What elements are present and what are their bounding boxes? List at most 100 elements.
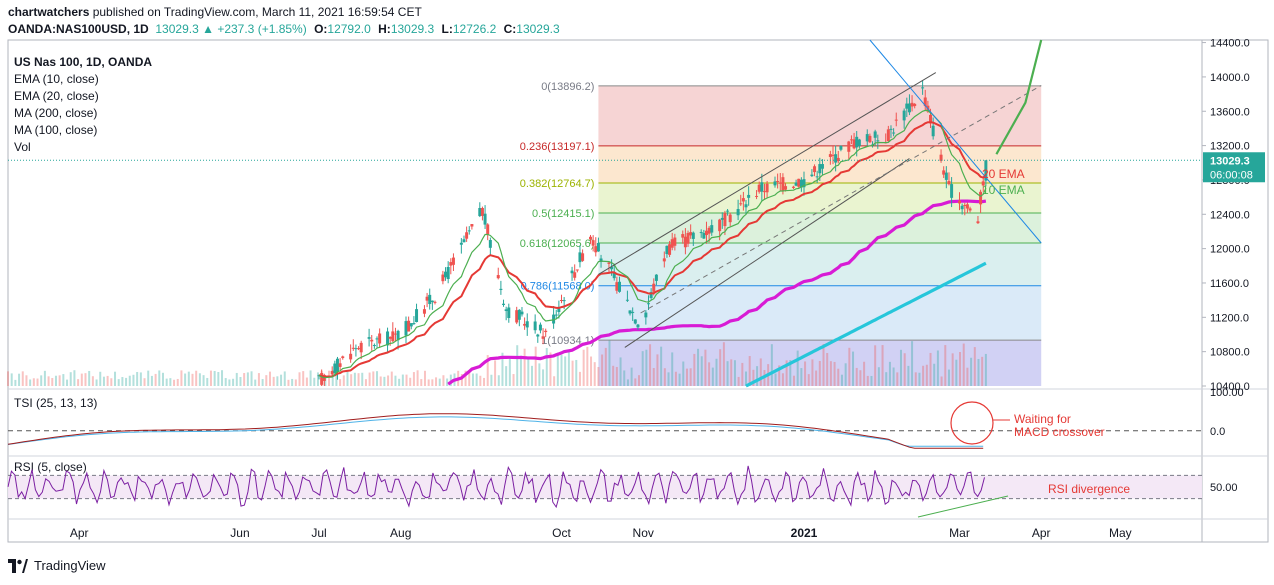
volume-bar	[612, 365, 615, 386]
volume-bar	[224, 378, 227, 386]
volume-bar	[114, 371, 117, 386]
legend-vol[interactable]: Vol	[14, 140, 31, 154]
volume-bar	[534, 346, 537, 386]
volume-bar	[693, 353, 696, 386]
candle-body	[507, 307, 511, 319]
channel-mid	[640, 85, 1042, 314]
volume-bar	[206, 377, 209, 386]
volume-bar	[634, 378, 637, 386]
x-tick-label: Apr	[70, 526, 89, 540]
volume-bar	[36, 378, 39, 386]
volume-bar	[682, 361, 685, 386]
candle-body	[430, 300, 434, 303]
candle-body	[905, 103, 909, 109]
volume-bar	[471, 373, 474, 386]
volume-bar	[944, 345, 947, 386]
candle-body	[942, 170, 946, 175]
volume-bar	[874, 345, 877, 386]
volume-bar	[379, 376, 382, 386]
volume-bar	[818, 360, 821, 386]
volume-bar	[73, 370, 76, 386]
fib-level-label: 0(13896.2)	[541, 81, 594, 93]
candle-body	[449, 262, 453, 266]
candle-body	[876, 140, 880, 142]
volume-bar	[567, 350, 570, 386]
candle-body	[649, 292, 653, 298]
tsi-annotation-text: MACD crossover	[1014, 425, 1105, 439]
volume-bar	[165, 378, 168, 386]
candle-body	[636, 324, 640, 328]
volume-bar	[62, 374, 65, 386]
volume-bar	[106, 375, 109, 386]
volume-bar	[697, 348, 700, 386]
volume-bar	[638, 375, 641, 386]
x-tick-label: Jun	[230, 526, 249, 540]
candle-body	[544, 330, 548, 333]
legend-ma200[interactable]: MA (200, close)	[14, 106, 98, 120]
y-tick-label: 13200.0	[1210, 141, 1250, 153]
volume-bar	[792, 375, 795, 386]
volume-bar	[745, 371, 748, 386]
volume-bar	[383, 376, 386, 386]
last-price-label: 13029.3	[1210, 155, 1250, 167]
candle-body	[702, 233, 706, 239]
candle-body	[831, 154, 835, 156]
volume-bar	[180, 370, 183, 386]
volume-bar	[796, 350, 799, 386]
tradingview-brand[interactable]: TradingView	[34, 558, 106, 573]
candle-body	[462, 239, 466, 243]
low-label: L:	[441, 22, 453, 36]
candle-body	[744, 204, 748, 208]
legend-ema10[interactable]: EMA (10, close)	[14, 72, 99, 86]
candle-body	[552, 314, 556, 324]
volume-bar	[752, 369, 755, 386]
volume-bar	[674, 371, 677, 386]
volume-bar	[25, 375, 28, 386]
volume-bar	[774, 373, 777, 386]
legend-title[interactable]: US Nas 100, 1D, OANDA	[14, 55, 153, 69]
volume-bar	[970, 357, 973, 386]
indicator-legend: US Nas 100, 1D, OANDA EMA (10, close) EM…	[14, 54, 152, 156]
candle-body	[612, 272, 616, 279]
volume-bar	[652, 368, 655, 386]
volume-bar	[840, 374, 843, 386]
volume-bar	[756, 366, 759, 386]
volume-bar	[486, 355, 489, 386]
volume-bar	[339, 379, 342, 386]
volume-bar	[737, 376, 740, 386]
candle-body	[720, 217, 724, 220]
volume-bar	[150, 375, 153, 386]
publisher-name[interactable]: chartwatchers	[8, 5, 90, 19]
last-price-badge	[1203, 152, 1265, 183]
volume-bar	[759, 358, 762, 386]
candle-body	[815, 176, 819, 178]
high-label: H:	[378, 22, 391, 36]
volume-bar	[121, 377, 124, 386]
tsi-tick-label: 0.0	[1210, 426, 1225, 438]
volume-bar	[40, 375, 43, 386]
volume-bar	[733, 360, 736, 386]
candle-body	[354, 348, 358, 350]
volume-bar	[645, 349, 648, 386]
volume-bar	[700, 356, 703, 386]
volume-bar	[479, 375, 482, 386]
tradingview-logo-icon	[8, 558, 28, 573]
volume-bar	[844, 363, 847, 386]
volume-bar	[346, 371, 349, 386]
volume-bar	[800, 368, 803, 386]
volume-bar	[490, 374, 493, 386]
legend-ma100[interactable]: MA (100, close)	[14, 123, 98, 137]
candle-body	[467, 230, 471, 232]
candle-body	[857, 139, 861, 146]
volume-bar	[575, 359, 578, 386]
open-label: O:	[314, 22, 328, 36]
volume-bar	[888, 361, 891, 386]
legend-ema20[interactable]: EMA (20, close)	[14, 89, 99, 103]
candle-body	[581, 253, 585, 261]
candle-body	[710, 225, 714, 233]
symbol[interactable]: OANDA:NAS100USD, 1D	[8, 22, 149, 36]
volume-bar	[409, 377, 412, 386]
volume-bar	[475, 373, 478, 386]
volume-bar	[228, 379, 231, 386]
